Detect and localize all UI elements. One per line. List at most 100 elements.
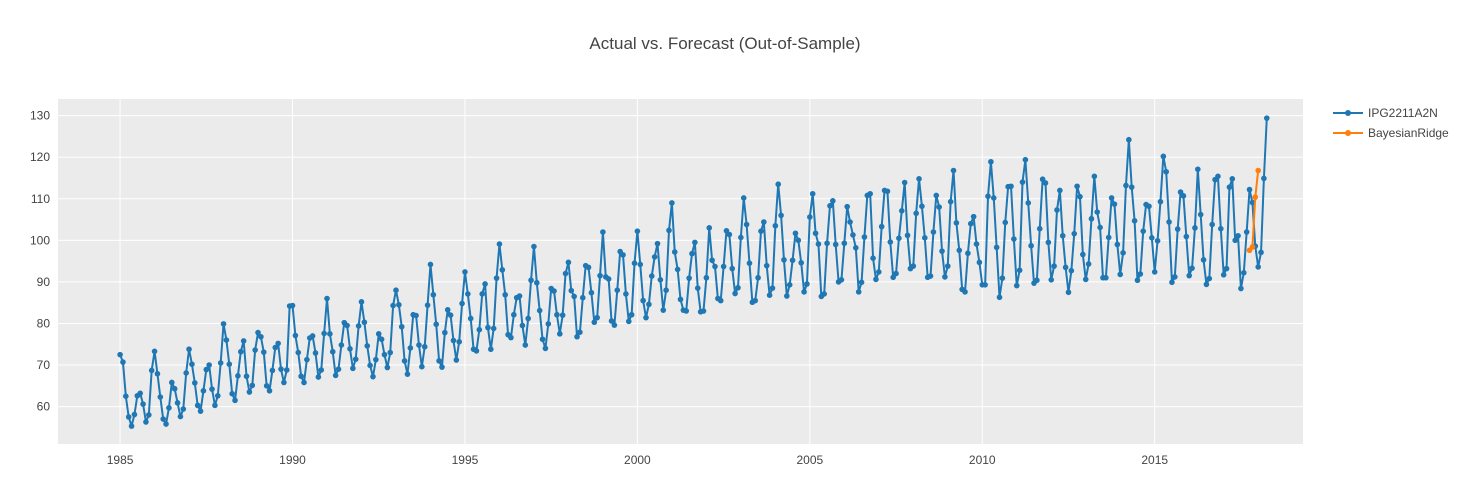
legend-marker — [1345, 110, 1351, 116]
data-point — [278, 366, 284, 372]
data-point — [275, 340, 281, 347]
data-point — [815, 241, 822, 247]
data-point — [123, 393, 129, 400]
data-point — [689, 250, 695, 257]
data-point — [789, 257, 796, 264]
data-point — [128, 423, 135, 429]
data-point — [292, 332, 299, 339]
legend[interactable]: IPG2211A2N BayesianRidge — [1333, 106, 1449, 140]
data-point — [893, 270, 899, 277]
data-point — [1223, 265, 1230, 272]
data-point — [1215, 173, 1221, 180]
data-point — [950, 167, 957, 174]
data-point — [200, 388, 207, 394]
data-point — [812, 230, 819, 237]
data-point — [539, 336, 546, 343]
data-point — [525, 315, 531, 322]
data-point — [568, 287, 575, 294]
data-point — [1013, 282, 1020, 289]
legend-item[interactable]: BayesianRidge — [1333, 126, 1449, 140]
data-point — [801, 289, 807, 295]
data-point — [496, 241, 503, 247]
data-point — [335, 366, 342, 372]
data-point — [1189, 265, 1195, 271]
data-point — [628, 311, 635, 318]
data-point — [700, 308, 707, 314]
data-point — [1051, 263, 1057, 269]
data-point — [936, 204, 942, 210]
data-point — [884, 188, 891, 195]
data-point — [243, 373, 250, 380]
series-1 — [117, 115, 1270, 429]
data-point — [1077, 193, 1083, 200]
data-point — [752, 297, 759, 304]
data-point — [830, 198, 836, 204]
data-point — [1146, 203, 1152, 210]
data-point — [499, 267, 506, 273]
data-point — [1120, 250, 1126, 256]
data-point — [554, 311, 560, 318]
data-point — [625, 318, 632, 325]
data-point — [453, 357, 460, 363]
data-point — [295, 349, 302, 356]
data-point — [1045, 239, 1052, 246]
data-point — [1065, 289, 1072, 296]
data-point — [786, 282, 793, 288]
data-point — [1200, 257, 1207, 263]
legend-item[interactable]: IPG2211A2N — [1333, 106, 1438, 120]
data-point — [327, 331, 333, 337]
data-point — [465, 291, 471, 297]
data-point — [870, 255, 876, 261]
plot-background — [58, 99, 1303, 444]
data-point — [252, 347, 258, 353]
data-point — [657, 277, 664, 283]
data-point — [309, 333, 316, 339]
data-point — [858, 279, 865, 286]
data-point — [232, 397, 238, 404]
data-point — [1048, 277, 1055, 283]
y-tick-label: 100 — [30, 233, 50, 247]
data-point — [804, 281, 810, 287]
data-point — [605, 276, 612, 282]
data-point — [798, 259, 805, 266]
data-point — [608, 318, 615, 324]
data-point — [600, 229, 606, 235]
data-point — [559, 312, 566, 318]
data-point — [973, 241, 980, 247]
data-point — [1042, 180, 1049, 186]
data-point — [746, 260, 753, 266]
data-point — [809, 190, 816, 197]
data-point — [174, 400, 181, 406]
series-layer — [117, 115, 1270, 429]
data-point — [1252, 194, 1259, 200]
data-point — [203, 366, 210, 373]
data-point — [844, 203, 850, 210]
data-point — [329, 348, 336, 355]
data-point — [229, 390, 235, 397]
data-point — [620, 252, 626, 258]
data-point — [1180, 193, 1187, 199]
x-tick-label: 1985 — [107, 453, 134, 467]
data-point — [614, 287, 621, 294]
data-point — [565, 259, 572, 266]
data-point — [283, 367, 290, 373]
data-point — [1034, 277, 1040, 284]
data-point — [663, 287, 669, 294]
data-point — [419, 363, 425, 370]
data-point — [1016, 267, 1023, 274]
x-axis: 1985 1990 1995 2000 2005 2010 2015 — [107, 453, 1169, 467]
data-point — [534, 279, 540, 286]
data-point — [769, 285, 776, 291]
data-point — [318, 367, 325, 373]
data-point — [1249, 199, 1256, 206]
data-point — [416, 342, 422, 348]
data-point — [1140, 228, 1147, 234]
data-point — [490, 325, 497, 332]
data-point — [861, 234, 868, 240]
data-point — [157, 394, 164, 400]
data-point — [186, 346, 192, 353]
data-point — [729, 265, 736, 272]
data-point — [743, 221, 750, 228]
data-point — [910, 263, 917, 269]
data-point — [686, 275, 692, 281]
